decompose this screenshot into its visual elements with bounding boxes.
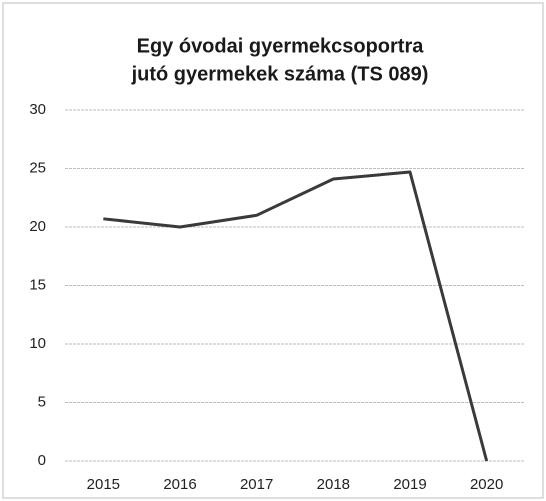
y-tick-label: 25 [29, 159, 46, 176]
x-tick-label: 2018 [317, 476, 350, 493]
x-tick-label: 2015 [87, 476, 120, 493]
x-tick-label: 2016 [163, 476, 196, 493]
y-tick-label: 5 [38, 393, 46, 410]
chart-title: Egy óvodai gyermekcsoportra [137, 35, 425, 57]
y-tick-label: 0 [38, 452, 46, 469]
y-tick-label: 15 [29, 276, 46, 293]
y-tick-label: 30 [29, 101, 46, 118]
x-tick-label: 2020 [470, 476, 503, 493]
y-tick-label: 20 [29, 218, 46, 235]
x-tick-label: 2019 [393, 476, 426, 493]
y-tick-label: 10 [29, 335, 46, 352]
x-tick-label: 2017 [240, 476, 273, 493]
chart-title: jutó gyermekek száma (TS 089) [131, 63, 429, 85]
line-series [103, 170, 489, 462]
